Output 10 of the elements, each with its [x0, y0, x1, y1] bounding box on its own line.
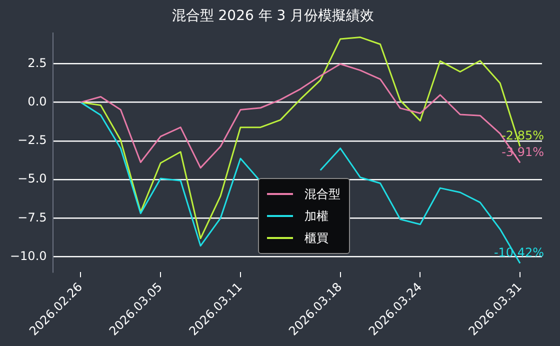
y-tick-label: −10.0	[10, 248, 47, 263]
legend-label: 加權	[304, 208, 329, 224]
y-tick-label: 0.0	[28, 94, 47, 108]
y-tick-label: 2.5	[28, 56, 47, 70]
y-tick-label: −2.5	[18, 133, 47, 148]
y-tick-label: −5.0	[18, 172, 47, 186]
chart-title: 混合型 2026 年 3 月份模擬績效	[172, 8, 374, 24]
y-tick-label: −7.5	[18, 210, 47, 224]
legend-label: 混合型	[304, 186, 341, 202]
legend-label: 櫃買	[304, 230, 329, 246]
